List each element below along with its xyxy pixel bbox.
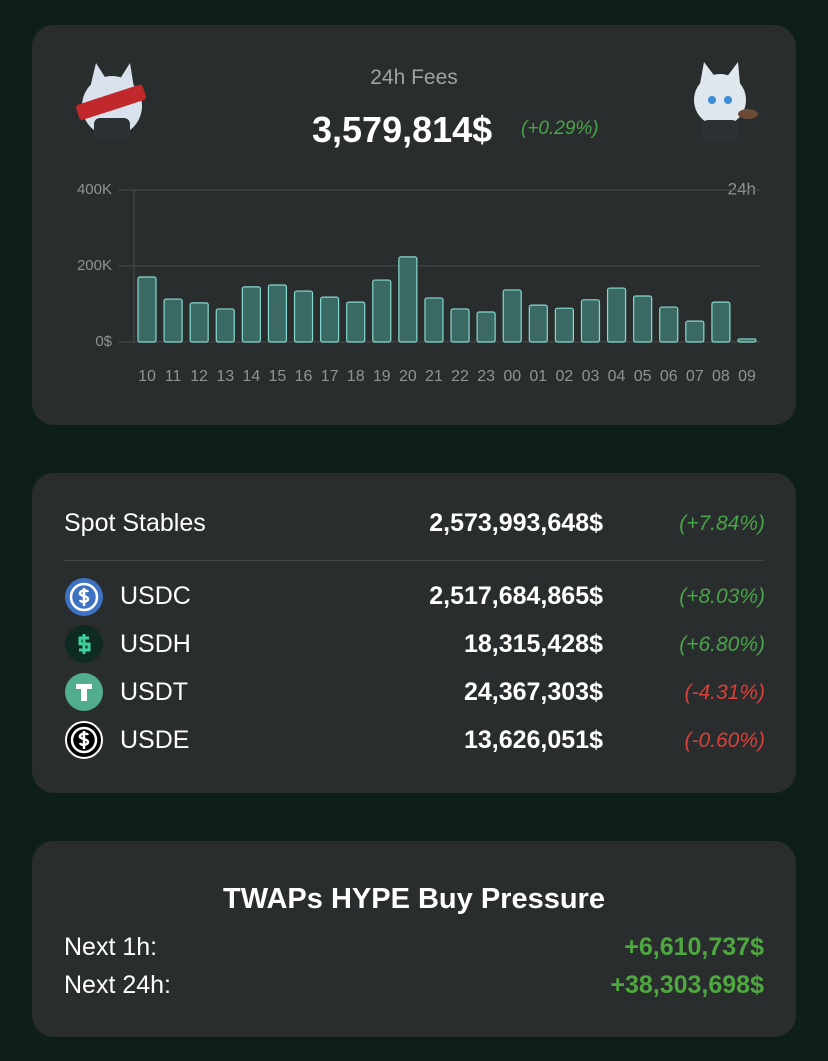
stable-value: 13,626,051$ <box>463 726 603 754</box>
bar <box>711 301 731 343</box>
bar <box>659 306 679 343</box>
bar <box>737 338 757 343</box>
fees-title: 24h Fees <box>370 66 458 89</box>
bar <box>189 302 209 343</box>
stables-card <box>32 473 796 793</box>
bar <box>163 298 183 343</box>
bar <box>554 307 574 343</box>
x-tick-label: 23 <box>477 368 495 385</box>
bar <box>241 286 261 343</box>
fees-chart: 24h 0$ 200K 400K 10 11 12 13 14 15 16 17 18 19 20 21 22… <box>77 179 760 385</box>
bar <box>215 308 235 343</box>
x-tick-label: 07 <box>686 368 704 385</box>
bar <box>293 290 314 343</box>
x-tick-label: 19 <box>373 368 391 385</box>
x-tick-label: 21 <box>425 368 443 385</box>
cat-sticker-right <box>694 62 758 142</box>
x-tick-label: 09 <box>738 368 756 385</box>
x-tick-label: 04 <box>608 368 626 385</box>
fees-change: (+0.29%) <box>521 118 599 139</box>
usde-icon <box>65 721 103 759</box>
x-tick-label: 03 <box>582 368 600 385</box>
x-tick-label: 08 <box>712 368 730 385</box>
bar <box>476 311 496 343</box>
bar <box>502 289 522 343</box>
x-tick-label: 12 <box>190 368 208 385</box>
bar <box>398 256 418 343</box>
bar <box>450 308 470 343</box>
chart-annotation: 24h <box>728 179 756 198</box>
usdh-icon <box>65 625 103 663</box>
twap-label: Next 24h: <box>64 971 172 999</box>
divider <box>64 560 764 561</box>
y-tick-label: 200K <box>77 257 112 274</box>
stable-value: 2,517,684,865$ <box>429 582 603 610</box>
bar <box>137 276 157 343</box>
x-tick-label: 02 <box>555 368 573 385</box>
bar <box>580 299 601 343</box>
stable-name: USDH <box>120 630 191 658</box>
y-tick-label: 400K <box>77 181 112 198</box>
usdt-icon <box>65 673 103 711</box>
stable-change: (-0.60%) <box>684 729 765 752</box>
x-tick-label: 18 <box>347 368 365 385</box>
stable-value: 24,367,303$ <box>463 678 603 706</box>
x-tick-label: 16 <box>295 368 313 385</box>
stable-value: 18,315,428$ <box>463 630 603 658</box>
stable-name: USDT <box>120 678 189 706</box>
stables-total-change: (+7.84%) <box>679 512 765 535</box>
twaps-card <box>32 841 796 1037</box>
x-tick-label: 15 <box>269 368 287 385</box>
twaps-title: TWAPs HYPE Buy Pressure <box>223 883 605 915</box>
fees-value: 3,579,814$ <box>312 109 493 150</box>
usdc-icon <box>65 578 103 616</box>
twap-value: +6,610,737$ <box>624 933 764 961</box>
x-tick-label: 20 <box>399 368 417 385</box>
bar <box>424 297 444 343</box>
x-tick-label: 00 <box>503 368 521 385</box>
stables-total-value: 2,573,993,648$ <box>429 509 603 537</box>
bar <box>633 295 653 343</box>
bar <box>372 279 392 343</box>
stable-change: (-4.31%) <box>684 681 765 704</box>
x-tick-label: 06 <box>660 368 678 385</box>
x-tick-label: 10 <box>138 368 156 385</box>
x-tick-label: 05 <box>634 368 652 385</box>
twap-label: Next 1h: <box>64 933 158 961</box>
bar <box>606 287 627 343</box>
x-tick-label: 13 <box>216 368 234 385</box>
stables-total-name: Spot Stables <box>64 509 206 537</box>
bar <box>320 296 340 343</box>
bar <box>528 304 548 343</box>
stable-name: USDE <box>120 726 190 754</box>
x-tick-label: 11 <box>165 368 182 385</box>
x-tick-label: 14 <box>242 368 260 385</box>
stable-name: USDC <box>120 582 191 610</box>
x-tick-label: 17 <box>321 368 339 385</box>
bar <box>685 320 705 343</box>
stable-change: (+6.80%) <box>679 633 765 656</box>
x-tick-label: 01 <box>529 368 547 385</box>
fees-card <box>32 25 796 425</box>
bar <box>267 284 288 343</box>
y-tick-label: 0$ <box>95 333 112 350</box>
twap-value: +38,303,698$ <box>610 971 764 999</box>
x-tick-label: 22 <box>451 368 469 385</box>
bar <box>346 301 366 343</box>
cat-sticker-left <box>76 63 147 140</box>
stable-change: (+8.03%) <box>679 585 765 608</box>
